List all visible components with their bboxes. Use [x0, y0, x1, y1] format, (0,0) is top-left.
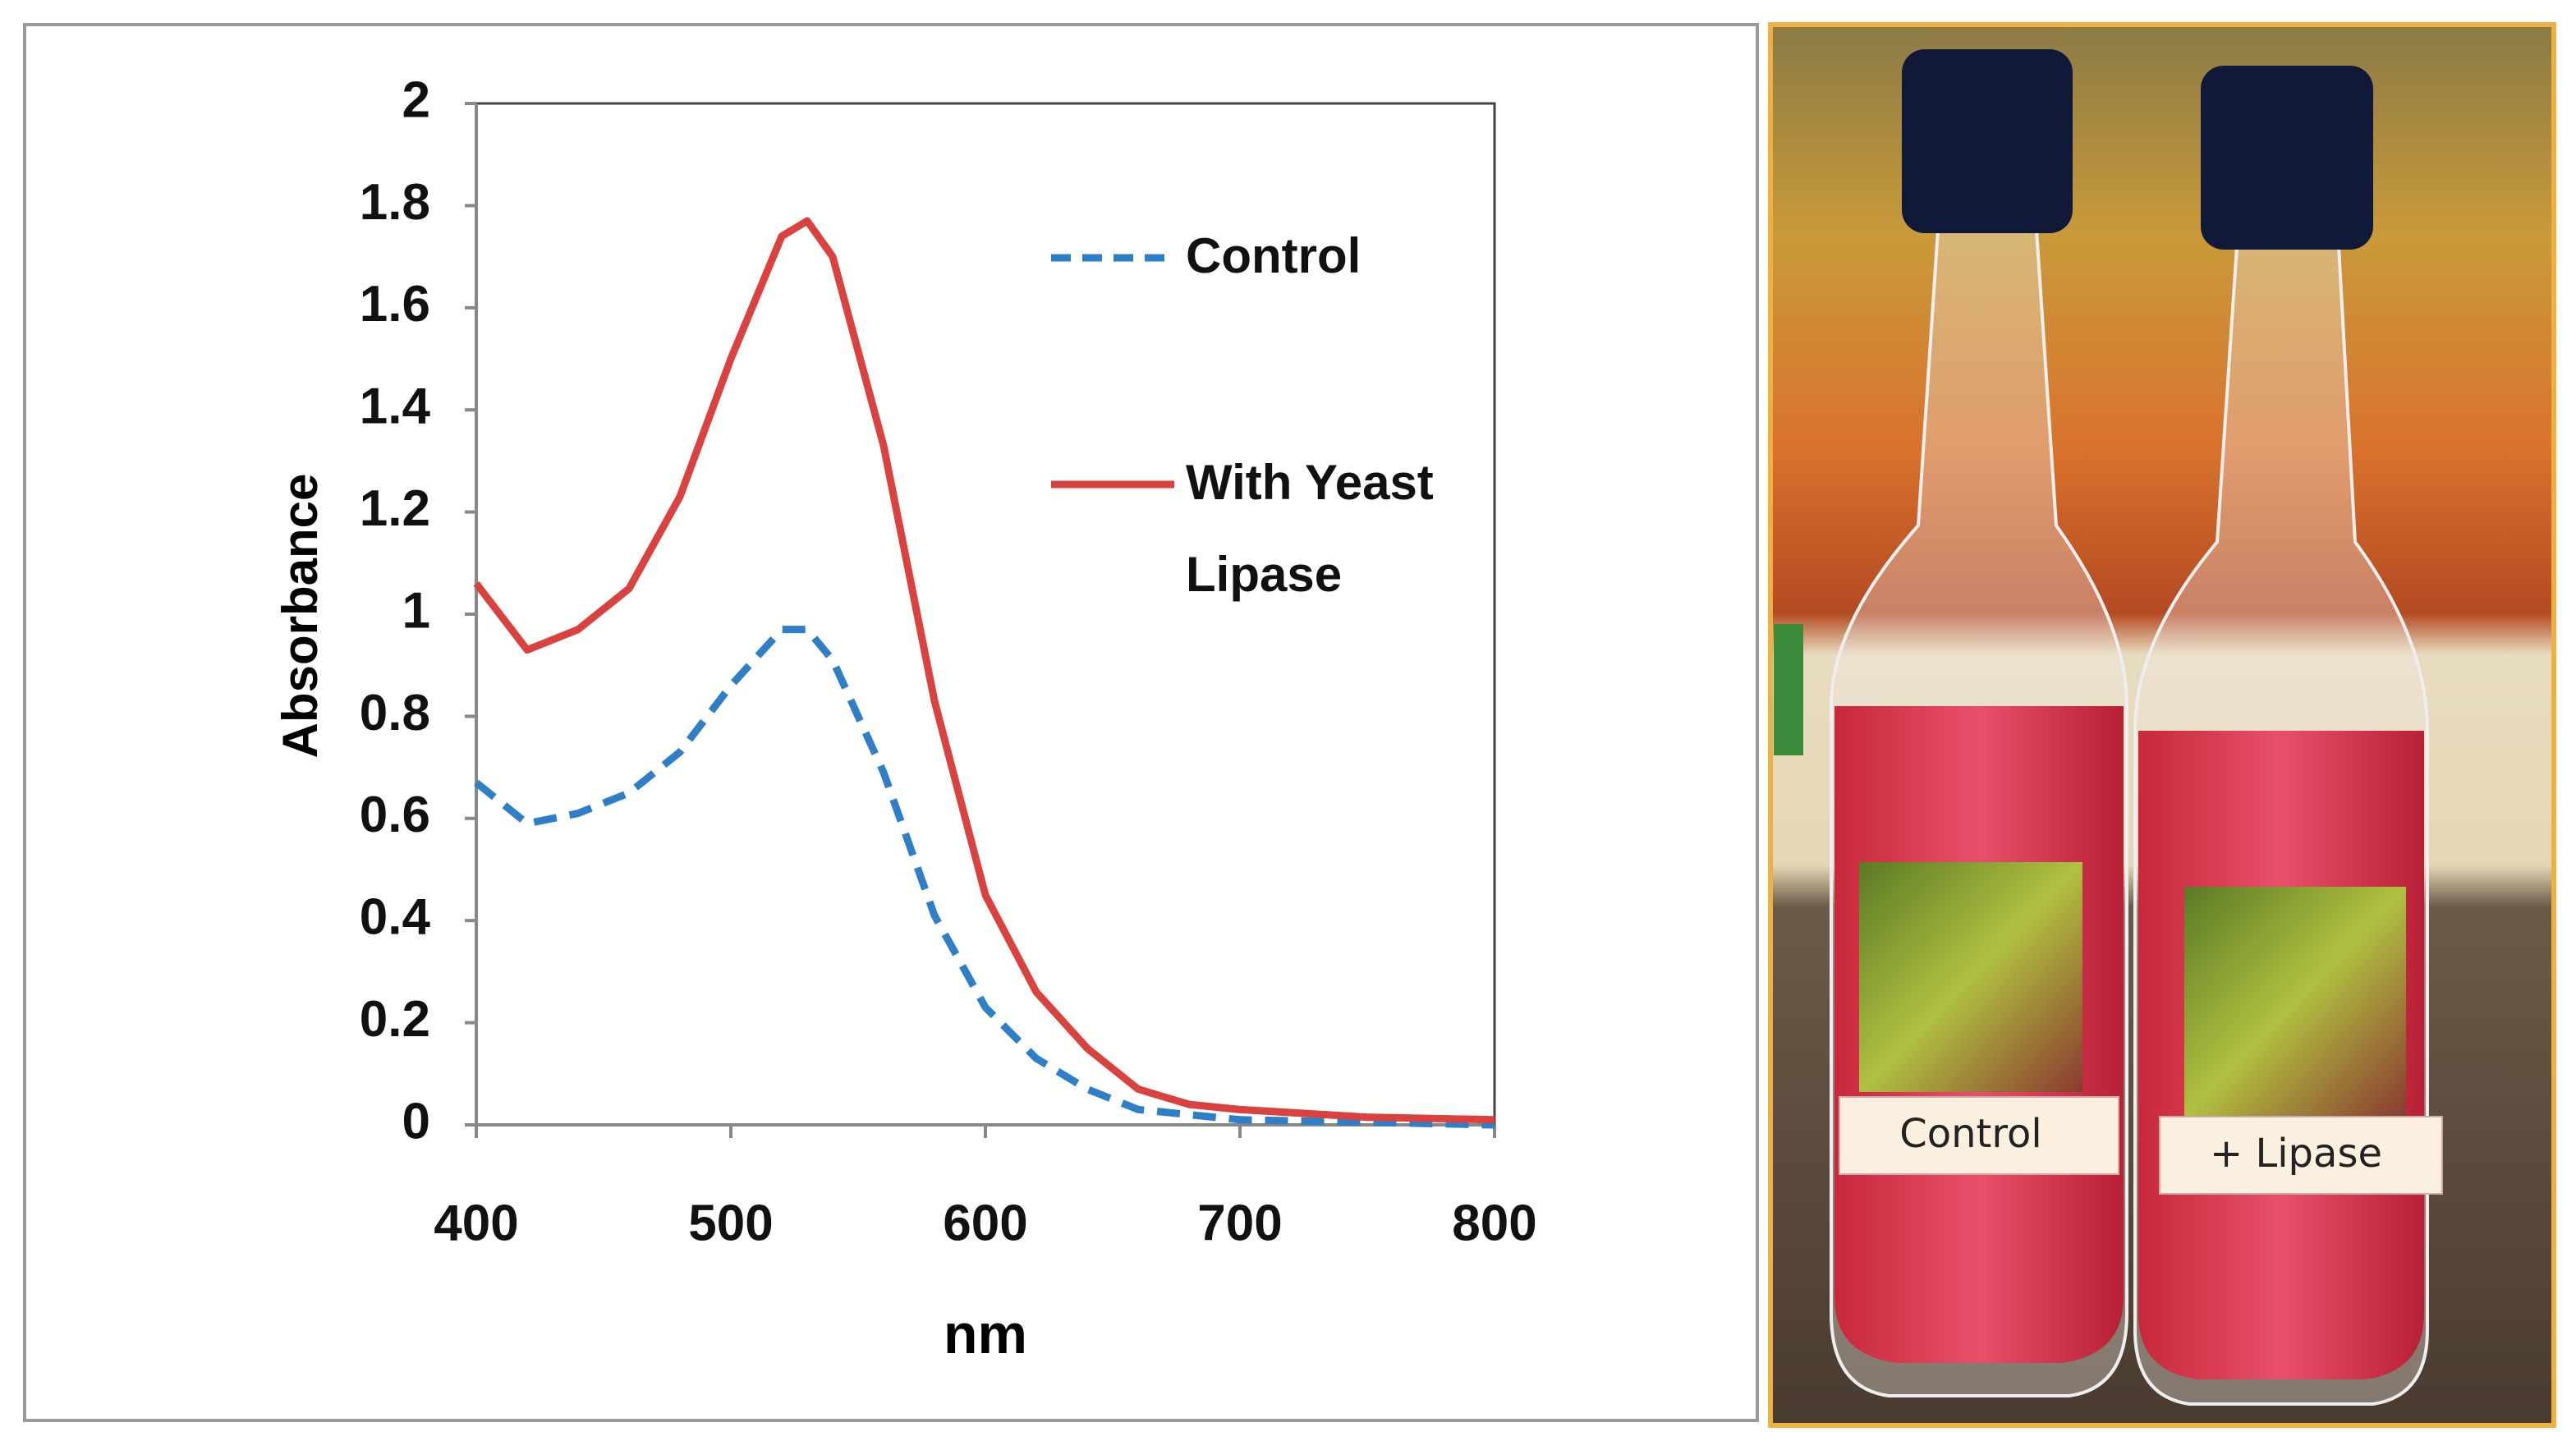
data-line [474, 626, 1495, 1129]
y-axis-title: Absorbance [273, 474, 328, 759]
data-line [473, 217, 1495, 1124]
y-tick-label: 1.4 [360, 379, 431, 435]
bottle-label [2184, 887, 2406, 1117]
legend-label: Control [1186, 230, 1361, 284]
y-tick-label: 0.4 [360, 889, 431, 946]
label-box [2159, 1116, 2443, 1195]
x-axis-title: nm [944, 1303, 1027, 1365]
photo-label: + Lipase [2210, 1131, 2382, 1177]
bottle-label [1859, 862, 2082, 1092]
y-tick-label: 1 [402, 582, 430, 639]
y-tick-label: 1.6 [360, 276, 430, 333]
label-box [1839, 1096, 2119, 1175]
x-tick-label: 500 [688, 1195, 773, 1251]
photo: Control + Lipase [1768, 22, 2556, 1428]
plot: 0 0.2 0.4 0.6 0.8 1 1.2 1.4 1.6 1.8 2 400 500 600 700 8… [360, 71, 1537, 1251]
sign [1774, 624, 1803, 755]
legend-entry: With Yeast Lipase [1186, 457, 1434, 603]
y-tick-label: 0 [402, 1093, 430, 1149]
cap [1902, 49, 2073, 233]
x-tick-label: 800 [1452, 1195, 1536, 1251]
x-tick-label: 400 [434, 1195, 518, 1251]
y-tick-label: 0.2 [360, 991, 430, 1048]
y-tick-label: 2 [402, 71, 430, 128]
chart-frame [23, 23, 1759, 1422]
x-tick-label: 700 [1197, 1195, 1282, 1251]
photo-label: Control [1899, 1111, 2042, 1157]
cap [2201, 66, 2373, 250]
y-tick-label: 0.8 [360, 685, 430, 741]
legend-entry: Control [1186, 230, 1361, 284]
y-tick-label: 0.6 [360, 787, 430, 843]
y-tick-label: 1.2 [360, 480, 430, 537]
y-tick-label: 1.8 [360, 174, 430, 231]
legend-label: With Yeast Lipase [1186, 457, 1434, 603]
x-tick-label: 600 [943, 1195, 1027, 1251]
